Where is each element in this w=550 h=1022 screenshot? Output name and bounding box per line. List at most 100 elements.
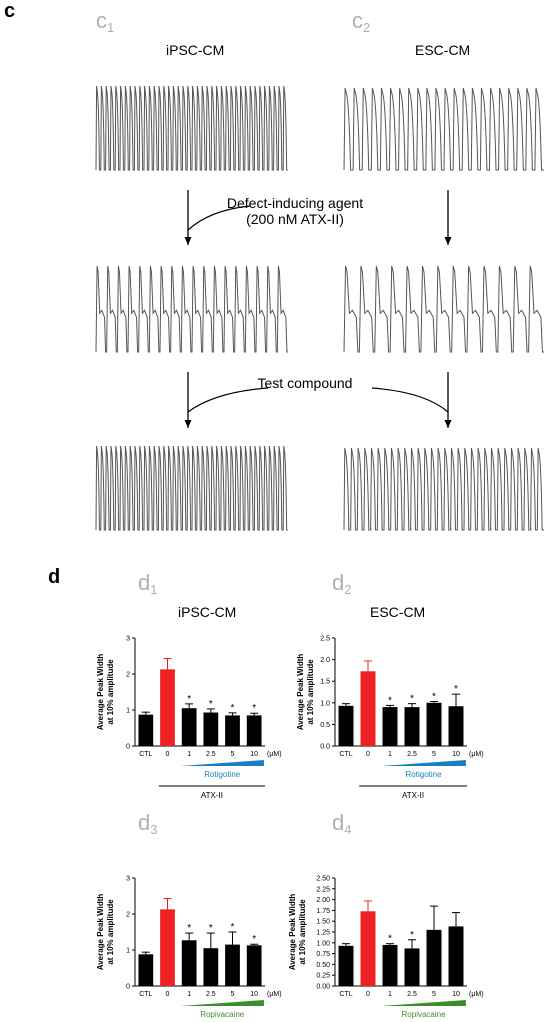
unit-label: (μM) bbox=[267, 991, 282, 998]
step2-label: Test compound bbox=[257, 375, 353, 391]
y-tick-label: 1 bbox=[126, 948, 130, 955]
compound-label: Ropivacaine bbox=[200, 1010, 245, 1019]
x-tick-label: 1 bbox=[388, 751, 392, 758]
y-axis-title-line1: Average Peak Width bbox=[96, 894, 105, 971]
bar bbox=[246, 715, 262, 746]
chart-d1: 0 1 2 3 Average Peak Width at 10% amplitude CT… bbox=[96, 636, 282, 801]
bar bbox=[246, 945, 262, 986]
panel-c1-label: c1 bbox=[96, 8, 115, 35]
arrow-right-1 bbox=[444, 190, 452, 245]
x-tick-label: 10 bbox=[452, 751, 460, 758]
bar bbox=[160, 909, 175, 986]
y-tick-label: 2.5 bbox=[320, 636, 330, 643]
x-tick-label: 0 bbox=[166, 991, 170, 998]
y-tick-label: 1 bbox=[126, 708, 130, 715]
bar bbox=[338, 945, 354, 986]
bar bbox=[203, 948, 219, 986]
arrow-right-2 bbox=[444, 372, 452, 428]
significance-mark: * bbox=[187, 923, 191, 934]
treatment-label: ATX-II bbox=[402, 791, 424, 800]
compound-label: Rotigotine bbox=[406, 770, 443, 779]
y-tick-label: 0.50 bbox=[316, 962, 330, 969]
panel-c2-label: c2 bbox=[352, 8, 371, 35]
y-axis-title-line2: at 10% amplitude bbox=[106, 659, 115, 725]
bar bbox=[448, 706, 464, 746]
y-axis-title: Average Peak Width at 10% amplitude bbox=[288, 894, 307, 971]
trace-esc-defect bbox=[343, 265, 544, 353]
dose-wedge bbox=[180, 1000, 264, 1006]
x-tick-label: 2.5 bbox=[206, 991, 216, 998]
x-tick-label: 10 bbox=[250, 751, 258, 758]
x-tick-label: 1 bbox=[388, 991, 392, 998]
y-tick-label: 0.25 bbox=[316, 973, 330, 980]
y-axis-title: Average Peak Width at 10% amplitude bbox=[96, 654, 115, 731]
bar bbox=[225, 715, 240, 746]
curve-step1 bbox=[187, 205, 251, 231]
x-tick-label: CTL bbox=[339, 991, 352, 998]
x-tick-label: 5 bbox=[432, 991, 436, 998]
y-tick-label: 1.50 bbox=[316, 919, 330, 926]
panel-d-letter: d bbox=[48, 566, 61, 588]
trace-ipsc-defect bbox=[95, 265, 288, 353]
x-tick-label: 5 bbox=[231, 991, 235, 998]
panel-c-letter: c bbox=[4, 0, 16, 22]
chart-d2: 0.0 0.5 1.0 1.5 2.0 2.5 Average Peak Width at 1… bbox=[296, 636, 484, 801]
x-tick-label: 1 bbox=[187, 991, 191, 998]
y-tick-label: 0.00 bbox=[316, 984, 330, 991]
x-tick-label: 0 bbox=[166, 751, 170, 758]
compound-label: Ropivacaine bbox=[402, 1010, 447, 1019]
y-axis-title-line2: at 10% amplitude bbox=[106, 899, 115, 965]
y-tick-label: 0 bbox=[126, 744, 130, 751]
bar bbox=[404, 948, 420, 986]
panel-d4-label: d4 bbox=[332, 810, 352, 837]
significance-mark: * bbox=[454, 684, 458, 695]
significance-mark: * bbox=[388, 934, 392, 945]
x-tick-label: CTL bbox=[339, 751, 352, 758]
trace-esc-treated bbox=[343, 447, 544, 531]
unit-label: (μM) bbox=[267, 751, 282, 758]
significance-mark: * bbox=[187, 694, 191, 705]
panel-d1-label: d1 bbox=[138, 570, 158, 597]
bar bbox=[360, 671, 376, 746]
bar bbox=[382, 944, 398, 986]
bar bbox=[160, 669, 175, 746]
y-tick-label: 1.0 bbox=[320, 700, 330, 707]
y-axis-title: Average Peak Width at 10% amplitude bbox=[296, 654, 315, 731]
d-left-title: iPSC-CM bbox=[178, 604, 237, 620]
trace-ipsc-treated bbox=[95, 445, 288, 531]
bar bbox=[225, 944, 240, 986]
x-tick-label: CTL bbox=[139, 991, 152, 998]
significance-mark: * bbox=[231, 703, 235, 714]
compound-label: Rotigotine bbox=[204, 770, 241, 779]
dose-wedge bbox=[180, 760, 264, 766]
x-tick-label: 5 bbox=[432, 751, 436, 758]
trace-esc-baseline bbox=[343, 87, 544, 171]
y-tick-label: 2 bbox=[126, 672, 130, 679]
y-axis-title-line2: at 10% amplitude bbox=[306, 659, 315, 725]
y-tick-label: 2.0 bbox=[320, 657, 330, 664]
bar bbox=[382, 707, 398, 746]
unit-label: (μM) bbox=[469, 751, 484, 758]
y-tick-label: 1.5 bbox=[320, 679, 330, 686]
y-tick-label: 0 bbox=[126, 984, 130, 991]
bar bbox=[138, 714, 154, 746]
arrow-left-2 bbox=[184, 372, 192, 428]
significance-mark: * bbox=[410, 694, 414, 705]
y-tick-label: 0.75 bbox=[316, 951, 330, 958]
bar bbox=[404, 707, 420, 746]
x-tick-label: 5 bbox=[231, 751, 235, 758]
c-right-title: ESC-CM bbox=[415, 42, 471, 58]
chart-d4: 0.00 0.25 0.50 0.75 1.00 1.25 1.50 1.75 2.00 2.25… bbox=[288, 876, 484, 1020]
x-tick-label: CTL bbox=[139, 751, 152, 758]
y-axis-title-line2: at 10% amplitude bbox=[298, 899, 307, 965]
significance-mark: * bbox=[432, 692, 436, 703]
dose-wedge bbox=[381, 1000, 466, 1006]
bar bbox=[203, 712, 219, 746]
y-tick-label: 2.25 bbox=[316, 886, 330, 893]
bar bbox=[181, 940, 197, 986]
bar bbox=[138, 954, 154, 986]
unit-label: (μM) bbox=[469, 991, 484, 998]
x-tick-label: 1 bbox=[187, 751, 191, 758]
